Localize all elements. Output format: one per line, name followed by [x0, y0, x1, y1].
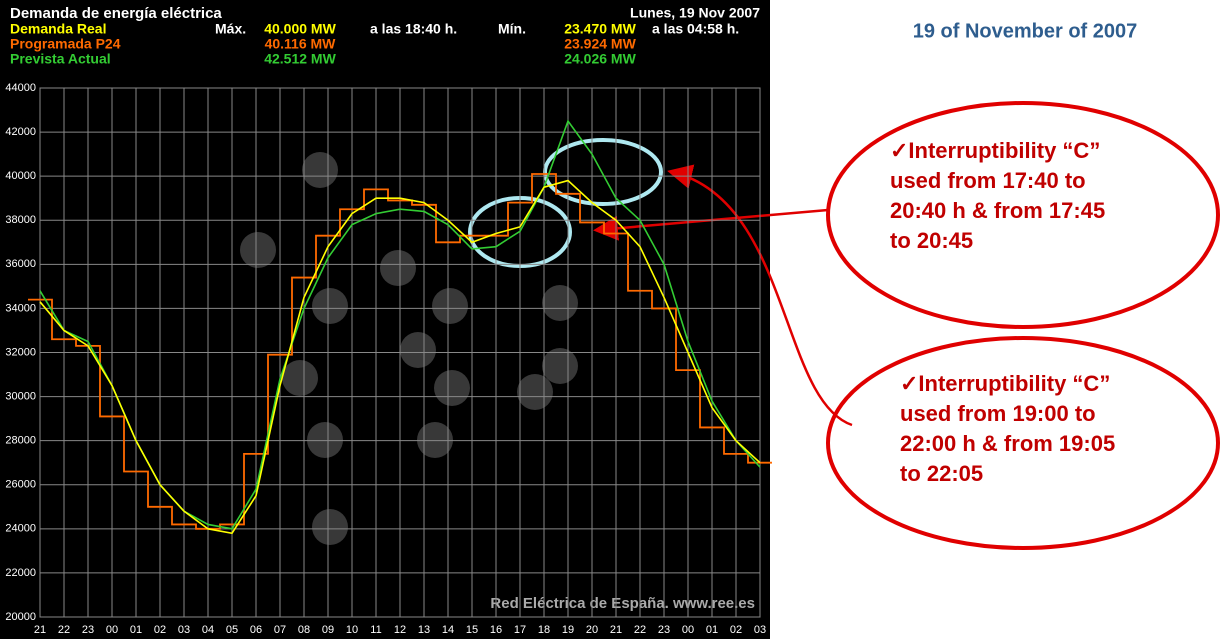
callout-text: 22:00 h & from 19:05	[900, 431, 1115, 456]
callout-text: 20:40 h & from 17:45	[890, 198, 1105, 223]
min-time: a las 04:58 h.	[652, 21, 739, 37]
y-tick-label: 38000	[5, 214, 36, 226]
x-tick-label: 03	[754, 624, 766, 636]
min-value: 23.470 MW	[564, 21, 636, 37]
x-tick-label: 19	[562, 624, 574, 636]
x-tick-label: 04	[202, 624, 214, 636]
min-value: 24.026 MW	[564, 51, 636, 67]
y-tick-label: 44000	[5, 82, 36, 94]
x-tick-label: 12	[394, 624, 406, 636]
highlight-ellipse	[543, 138, 663, 206]
callout-text: used from 19:00 to	[900, 401, 1096, 426]
x-tick-label: 21	[610, 624, 622, 636]
x-tick-label: 01	[130, 624, 142, 636]
watermark: Red Eléctrica de España. www.ree.es	[490, 595, 755, 612]
max-value: 42.512 MW	[264, 51, 336, 67]
y-tick-label: 34000	[5, 302, 36, 314]
callout-ellipse	[826, 336, 1220, 550]
arrow	[667, 164, 853, 427]
y-tick-label: 28000	[5, 435, 36, 447]
chart-title: Demanda de energía eléctrica	[10, 5, 222, 22]
y-tick-label: 40000	[5, 170, 36, 182]
x-tick-label: 05	[226, 624, 238, 636]
x-tick-label: 02	[154, 624, 166, 636]
legend-entry: Prevista Actual	[10, 51, 111, 67]
x-tick-label: 14	[442, 624, 454, 636]
x-tick-label: 18	[538, 624, 550, 636]
series-line	[39, 179, 761, 535]
y-tick-label: 36000	[5, 258, 36, 270]
x-tick-label: 22	[634, 624, 646, 636]
callout-text: to 22:05	[900, 461, 983, 486]
x-tick-label: 06	[250, 624, 262, 636]
x-tick-label: 21	[34, 624, 46, 636]
x-tick-label: 07	[274, 624, 286, 636]
max-prefix: Máx.	[215, 21, 246, 37]
series-line	[28, 173, 772, 530]
y-tick-label: 32000	[5, 346, 36, 358]
y-tick-label: 24000	[5, 523, 36, 535]
y-tick-label: 42000	[5, 126, 36, 138]
x-tick-label: 16	[490, 624, 502, 636]
x-tick-label: 15	[466, 624, 478, 636]
legend-entry: Programada P24	[10, 36, 121, 52]
legend-entry: Demanda Real	[10, 21, 106, 37]
slide-heading: 19 of November of 2007	[913, 20, 1138, 42]
x-tick-label: 08	[298, 624, 310, 636]
max-value: 40.000 MW	[264, 21, 336, 37]
x-tick-label: 17	[514, 624, 526, 636]
x-tick-label: 03	[178, 624, 190, 636]
callout-text: ✓Interruptibility “C”	[900, 371, 1110, 396]
x-tick-label: 01	[706, 624, 718, 636]
x-tick-label: 02	[730, 624, 742, 636]
y-tick-label: 30000	[5, 390, 36, 402]
x-tick-label: 09	[322, 624, 334, 636]
x-tick-label: 00	[106, 624, 118, 636]
x-tick-label: 00	[682, 624, 694, 636]
x-tick-label: 11	[370, 624, 381, 636]
min-prefix: Mín.	[498, 21, 526, 37]
callout-text: to 20:45	[890, 228, 973, 253]
y-tick-label: 20000	[5, 611, 36, 623]
chart-date: Lunes, 19 Nov 2007	[630, 5, 760, 21]
min-value: 23.924 MW	[564, 36, 636, 52]
x-tick-label: 20	[586, 624, 598, 636]
chart-background	[0, 0, 770, 639]
callout-text: used from 17:40 to	[890, 168, 1086, 193]
x-tick-label: 10	[346, 624, 358, 636]
x-tick-label: 23	[658, 624, 670, 636]
x-tick-label: 23	[82, 624, 94, 636]
callout-ellipse	[826, 101, 1220, 329]
callout-text: ✓Interruptibility “C”	[890, 138, 1100, 163]
max-time: a las 18:40 h.	[370, 21, 457, 37]
y-tick-label: 22000	[5, 567, 36, 579]
y-tick-label: 26000	[5, 479, 36, 491]
x-tick-label: 13	[418, 624, 430, 636]
x-tick-label: 22	[58, 624, 70, 636]
max-value: 40.116 MW	[265, 36, 337, 52]
logo-watermark	[240, 152, 578, 545]
